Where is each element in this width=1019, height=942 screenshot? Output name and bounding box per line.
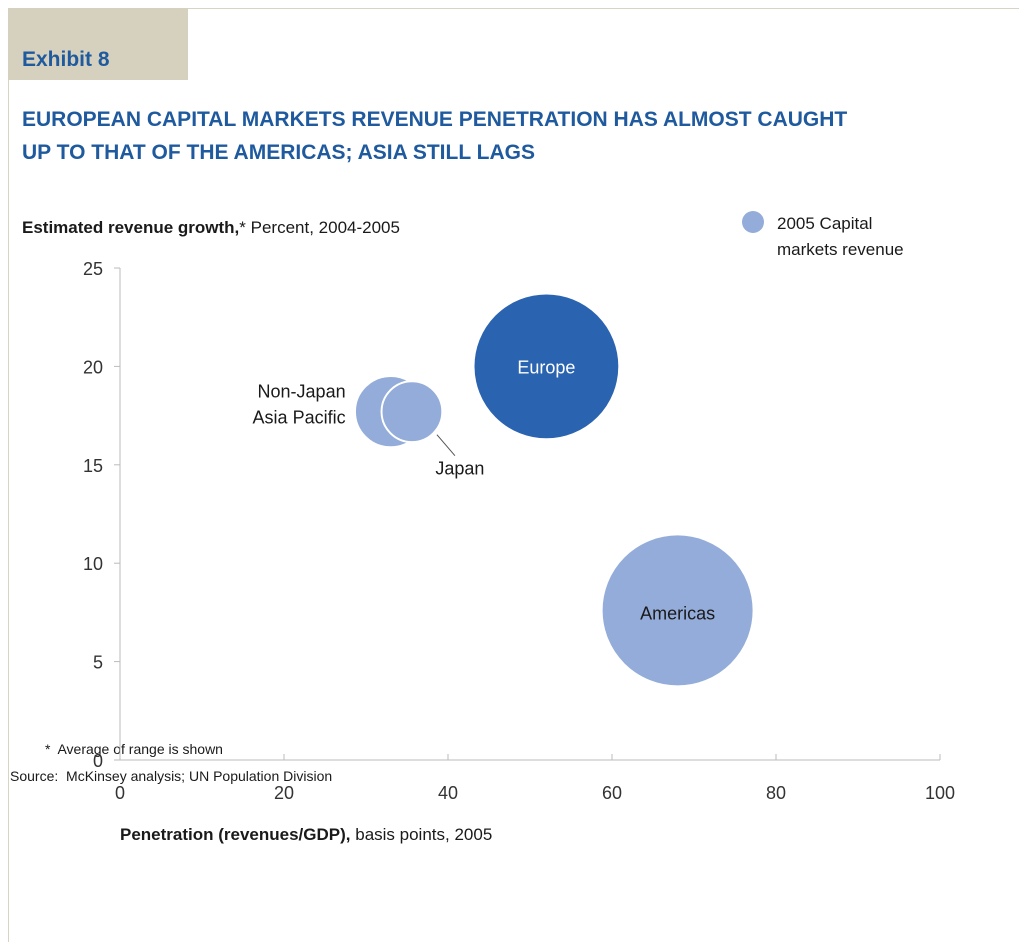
y-tick-label: 0 [93, 751, 103, 771]
y-axis-title: Estimated revenue growth,* Percent, 2004… [22, 218, 400, 237]
y-axis-title-rest: * Percent, 2004-2005 [239, 218, 400, 237]
x-tick-label: 0 [115, 783, 125, 803]
y-tick-label: 15 [83, 456, 103, 476]
x-axis-title-rest: basis points, 2005 [351, 825, 493, 844]
x-tick-label: 60 [602, 783, 622, 803]
bubble [600, 533, 755, 688]
y-tick-label: 5 [93, 653, 103, 673]
legend-swatch [742, 211, 764, 233]
x-axis-title: Penetration (revenues/GDP), basis points… [120, 825, 492, 844]
title: UP TO THAT OF THE AMERICAS; ASIA STILL L… [22, 141, 535, 164]
legend-label: 2005 Capital [777, 214, 872, 233]
bubble-label: Europe [517, 357, 575, 377]
x-tick-label: 40 [438, 783, 458, 803]
bubble-label: Americas [640, 603, 715, 623]
bubble-label: Asia Pacific [253, 408, 346, 428]
y-tick-label: 20 [83, 357, 103, 377]
title: EUROPEAN CAPITAL MARKETS REVENUE PENETRA… [22, 108, 847, 131]
x-tick-label: 100 [925, 783, 955, 803]
exhibit-tab [8, 8, 188, 80]
bubble-label: Japan [435, 459, 484, 479]
x-tick-label: 20 [274, 783, 294, 803]
bubble [472, 292, 621, 441]
exhibit-label: Exhibit 8 [22, 48, 110, 71]
leader-line [436, 434, 456, 456]
source: Source: McKinsey analysis; UN Population… [10, 768, 332, 784]
legend-label: markets revenue [777, 240, 904, 259]
y-tick-label: 25 [83, 259, 103, 279]
y-tick-label: 10 [83, 554, 103, 574]
x-axis-title-bold: Penetration (revenues/GDP), [120, 825, 351, 844]
x-tick-label: 80 [766, 783, 786, 803]
bubble [380, 380, 444, 444]
footnote: * Average of range is shown [45, 741, 223, 757]
bubble-label: Non-Japan [258, 382, 346, 402]
y-axis-title-bold: Estimated revenue growth, [22, 218, 239, 237]
